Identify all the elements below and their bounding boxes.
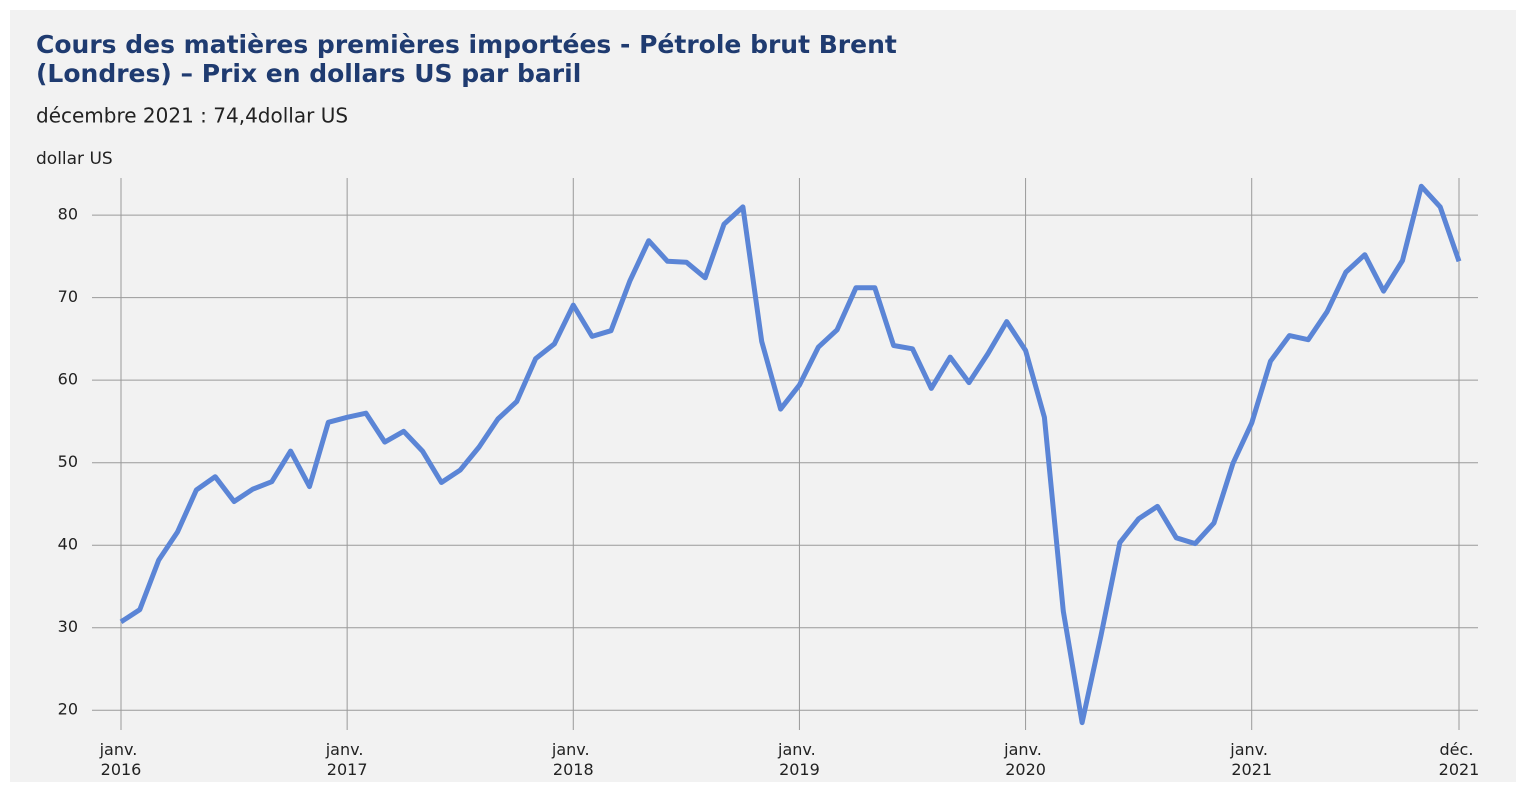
y-tick-label: 40: [58, 535, 78, 554]
chart-title: (Londres) – Prix en dollars US par baril: [36, 59, 581, 88]
x-tick-label: janv. 2018: [551, 740, 595, 779]
x-tick-label: janv. 2017: [325, 740, 369, 779]
x-tick-label: janv. 2019: [777, 740, 821, 779]
x-tick-label: janv. 2016: [99, 740, 143, 779]
panel: [10, 10, 1516, 782]
y-tick-label: 80: [58, 205, 78, 224]
y-axis-label: dollar US: [36, 149, 113, 169]
data-line: [119, 183, 1462, 726]
y-tick-label: 20: [58, 700, 78, 719]
y-tick-label: 70: [58, 287, 78, 306]
y-tick-label: 50: [58, 452, 78, 471]
chart-title: Cours des matières premières importées -…: [36, 30, 897, 59]
x-tick-label: janv. 2020: [1003, 740, 1047, 779]
subtitle: décembre 2021 : 74,4dollar US: [36, 104, 348, 128]
x-tick-label: déc. 2021: [1439, 740, 1480, 779]
y-tick-label: 60: [58, 370, 78, 389]
y-tick-label: 30: [58, 617, 78, 636]
x-tick-label: janv. 2021: [1229, 740, 1273, 779]
